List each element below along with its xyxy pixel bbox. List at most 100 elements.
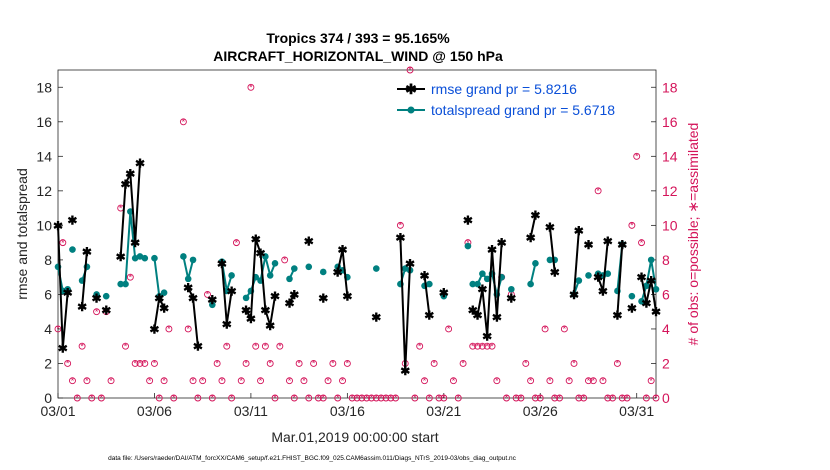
totalspread-point	[151, 254, 158, 262]
obs-possible-marker	[305, 394, 313, 402]
rmse-point: ✱	[646, 274, 656, 288]
obs-assimilated-marker: *	[640, 238, 644, 248]
obs-possible-marker	[478, 342, 486, 350]
obs-assimilated-marker: *	[148, 376, 152, 386]
obs-assimilated-marker: *	[109, 376, 113, 386]
y-tick-label-left: 18	[36, 79, 52, 95]
obs-assimilated-marker: *	[215, 359, 219, 369]
rmse-point: ✱	[304, 234, 314, 248]
obs-possible-marker	[141, 360, 149, 367]
rmse-point: ✱	[256, 246, 266, 260]
totalspread-point	[483, 275, 491, 283]
obs-possible-marker	[194, 394, 202, 402]
totalspread-point	[184, 275, 192, 283]
legend-label-rmse: rmse grand pr = 5.8216	[431, 81, 577, 97]
x-tick-label: 03/16	[330, 403, 365, 419]
obs-assimilated-marker: *	[162, 376, 166, 386]
obs-possible-marker	[165, 325, 173, 333]
rmse-point: ✱	[284, 297, 294, 311]
obs-possible-marker	[189, 377, 197, 385]
obs-possible-marker	[493, 377, 501, 385]
obs-possible-marker	[329, 360, 337, 367]
rmse-point: ✱	[289, 288, 299, 302]
rmse-point: ✱	[77, 300, 87, 314]
totalspread-point	[479, 270, 486, 278]
obs-assimilated-marker: *	[635, 152, 639, 162]
rmse-point: ✱	[125, 167, 135, 181]
obs-assimilated-marker: *	[268, 359, 272, 369]
obs-assimilated-marker: *	[616, 359, 620, 369]
x-tick-label: 03/06	[137, 403, 172, 419]
obs-possible-marker	[218, 377, 226, 385]
rmse-point: ✱	[637, 271, 647, 285]
obs-possible-marker	[300, 377, 308, 385]
obs-possible-marker	[122, 342, 129, 350]
rmse-point: ✱	[92, 291, 102, 305]
totalspread-point	[628, 292, 636, 300]
obs-possible-marker	[628, 221, 636, 229]
obs-possible-marker	[348, 394, 356, 402]
totalspread-point	[291, 265, 298, 272]
obs-assimilated-marker: *	[336, 393, 340, 403]
obs-assimilated-marker: *	[71, 376, 75, 386]
obs-assimilated-marker: *	[220, 376, 224, 386]
rmse-point: ✱	[116, 250, 126, 264]
rmse-line	[220, 263, 233, 324]
obs-assimilated-marker: *	[254, 341, 258, 351]
totalspread-point	[218, 258, 226, 265]
rmse-point: ✱	[101, 303, 111, 317]
obs-assimilated-marker: *	[264, 341, 268, 351]
rmse-point: ✱	[569, 288, 579, 302]
obs-possible-marker	[454, 394, 462, 402]
obs-assimilated-marker: *	[196, 393, 200, 403]
obs-assimilated-marker: *	[321, 393, 325, 403]
obs-assimilated-marker: *	[553, 393, 557, 403]
totalspread-point	[638, 298, 645, 305]
obs-possible-marker	[503, 394, 510, 402]
obs-possible-marker	[54, 325, 62, 333]
obs-assimilated-marker: *	[437, 393, 441, 403]
obs-count-markers: **************** * ***********************…	[54, 65, 660, 403]
obs-possible-marker	[59, 239, 67, 247]
obs-possible-marker	[232, 239, 240, 247]
obs-possible-marker	[551, 394, 559, 402]
obs-assimilated-marker: *	[418, 341, 422, 351]
obs-possible-marker	[170, 394, 178, 402]
rmse-point: ✱	[342, 290, 352, 304]
rmse-point: ✱	[135, 157, 145, 171]
y-tick-label-right: 14	[662, 148, 678, 164]
obs-assimilated-marker: *	[539, 393, 543, 403]
totalspread-point	[532, 260, 539, 267]
obs-possible-marker	[450, 377, 457, 385]
rmse-point: ✱	[318, 291, 328, 305]
obs-possible-marker	[488, 342, 496, 350]
obs-assimilated-marker: *	[601, 376, 605, 386]
obs-assimilated-marker: *	[133, 359, 137, 369]
obs-assimilated-marker: *	[606, 393, 610, 403]
x-axis: 03/01 03/06 03/11 03/16 03/21 03/26 03/31	[40, 393, 654, 419]
obs-assimilated-marker: *	[129, 272, 133, 282]
obs-possible-marker	[382, 394, 390, 402]
totalspread-point	[570, 291, 578, 298]
y-tick-label-left: 16	[36, 114, 52, 130]
obs-assimilated-marker: *	[548, 376, 552, 386]
rmse-point: ✱	[550, 265, 560, 279]
rmse-point: ✱	[371, 310, 381, 324]
totalspread-point	[508, 285, 515, 293]
rmse-line	[153, 294, 166, 330]
rmse-point: ✱	[188, 291, 198, 305]
obs-assimilated-marker: *	[510, 290, 514, 300]
obs-possible-marker	[531, 394, 539, 402]
totalspread-point	[262, 253, 269, 260]
y-tick-label-left: 2	[44, 355, 52, 371]
obs-possible-marker	[623, 394, 631, 402]
obs-assimilated-marker: *	[56, 324, 60, 334]
obs-possible-marker	[372, 394, 380, 402]
legend-marker-totalspread	[407, 106, 415, 114]
obs-possible-marker	[358, 394, 366, 402]
totalspread-point	[372, 265, 380, 272]
obs-possible-marker	[440, 394, 448, 402]
totalspread-point	[242, 294, 250, 302]
obs-assimilated-marker: *	[259, 376, 263, 386]
